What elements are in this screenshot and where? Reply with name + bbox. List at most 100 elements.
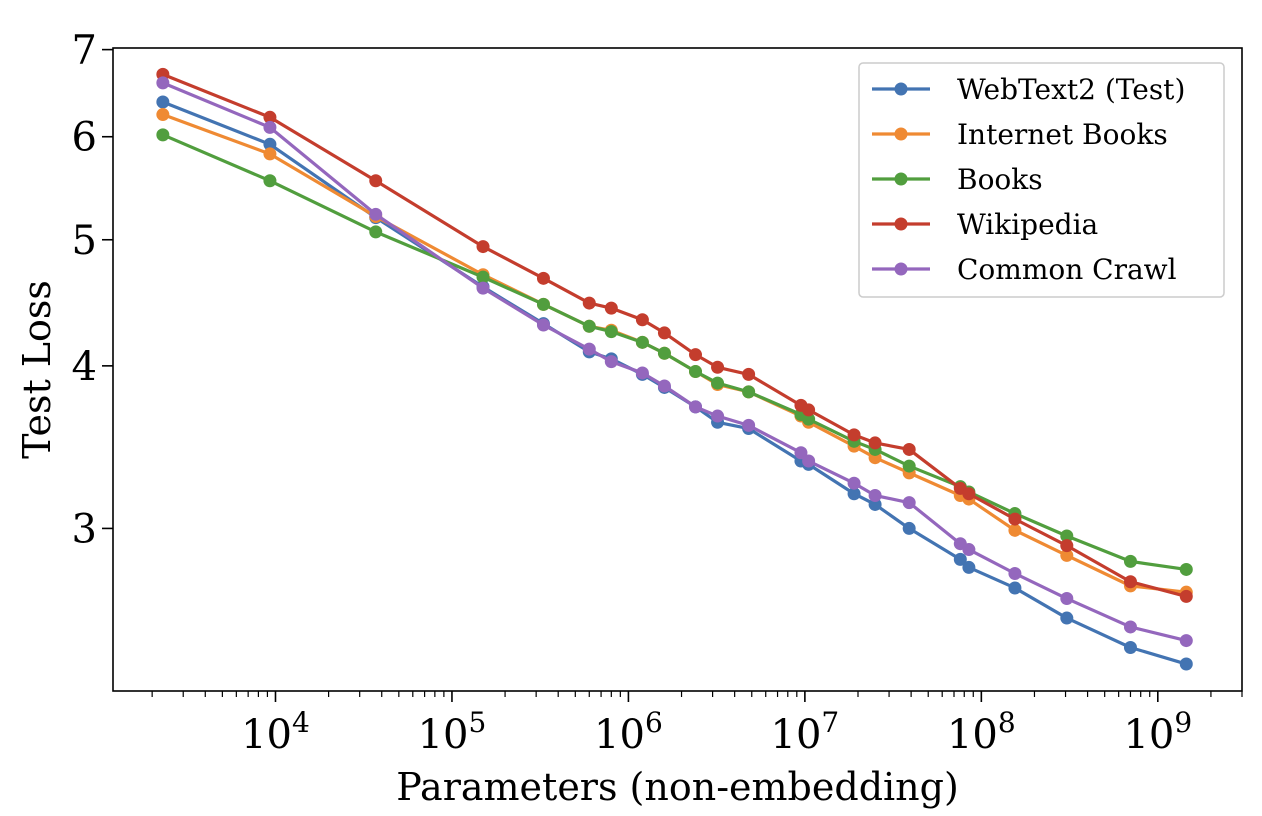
data-point <box>604 301 618 315</box>
data-point <box>1123 641 1137 655</box>
data-point <box>476 240 490 254</box>
data-point <box>635 335 649 349</box>
y-axis-label: Test Loss <box>15 280 59 459</box>
data-point <box>263 137 277 151</box>
data-point <box>847 428 861 442</box>
data-point <box>1060 539 1074 553</box>
legend-box <box>858 62 1225 298</box>
legend-label: Wikipedia <box>957 208 1098 241</box>
data-point <box>802 412 816 426</box>
x-tick-exponent: 8 <box>998 706 1016 739</box>
legend-swatch-marker <box>894 217 908 231</box>
data-point <box>582 342 596 356</box>
legend-swatch-marker <box>894 127 908 141</box>
x-tick-base: 10 <box>771 712 822 758</box>
y-tick-label: 7 <box>72 28 97 74</box>
data-point <box>263 110 277 124</box>
data-point <box>604 355 618 369</box>
data-point <box>868 436 882 450</box>
legend-swatch-marker <box>894 172 908 186</box>
data-point <box>794 446 808 460</box>
data-point <box>1179 657 1193 671</box>
data-point <box>1060 592 1074 606</box>
data-point <box>536 318 550 332</box>
series-common-crawl <box>156 76 1193 648</box>
data-point <box>847 476 861 490</box>
x-axis-label: Parameters (non-embedding) <box>396 765 959 809</box>
data-point <box>1008 512 1022 526</box>
plot-frame <box>112 47 1243 692</box>
data-point <box>802 403 816 417</box>
x-tick-base: 10 <box>1123 712 1174 758</box>
x-tick-base: 10 <box>594 712 645 758</box>
legend-label: WebText2 (Test) <box>957 73 1185 106</box>
data-point <box>868 497 882 511</box>
data-point <box>369 207 383 221</box>
data-point <box>1008 523 1022 537</box>
data-point <box>604 325 618 339</box>
x-tick-exponent: 7 <box>821 706 839 739</box>
x-tick-base: 10 <box>947 712 998 758</box>
data-point <box>953 552 967 566</box>
data-point <box>902 521 916 535</box>
data-point <box>742 367 756 381</box>
data-point <box>1008 567 1022 581</box>
x-tick-label: 109 <box>1123 706 1192 758</box>
data-point <box>582 296 596 310</box>
legend-label: Books <box>957 163 1043 196</box>
data-point <box>156 128 170 142</box>
x-tick-base: 10 <box>418 712 469 758</box>
x-tick-exponent: 5 <box>468 706 486 739</box>
data-point <box>1179 589 1193 603</box>
data-point <box>156 108 170 122</box>
data-point <box>902 459 916 473</box>
x-tick-base: 10 <box>241 712 292 758</box>
data-point <box>476 270 490 284</box>
x-tick-exponent: 4 <box>292 706 310 739</box>
data-point <box>1123 575 1137 589</box>
data-point <box>657 346 671 360</box>
data-point <box>657 326 671 340</box>
data-point <box>635 366 649 380</box>
y-tick-label: 5 <box>72 218 97 264</box>
data-point <box>263 120 277 134</box>
data-point <box>962 543 976 557</box>
x-tick-label: 104 <box>241 706 310 758</box>
data-point <box>369 225 383 239</box>
x-tick-label: 107 <box>771 706 840 758</box>
data-point <box>476 281 490 295</box>
legend-item: Common Crawl <box>872 253 1177 286</box>
data-point <box>635 313 649 327</box>
data-point <box>902 496 916 510</box>
data-point <box>868 488 882 502</box>
legend-item: Books <box>872 163 1043 196</box>
legend-item: Internet Books <box>872 118 1168 151</box>
x-tick-label: 108 <box>947 706 1016 758</box>
data-point <box>902 442 916 456</box>
y-tick-label: 4 <box>72 344 97 390</box>
data-point <box>742 385 756 399</box>
legend: WebText2 (Test) Internet Books Books Wikipe… <box>858 62 1225 298</box>
legend-item: Wikipedia <box>872 208 1098 241</box>
data-point <box>1060 611 1074 625</box>
data-point <box>1060 529 1074 543</box>
data-point <box>369 174 383 188</box>
data-point <box>689 348 703 362</box>
x-tick-exponent: 9 <box>1174 706 1192 739</box>
legend-swatch-marker <box>894 262 908 276</box>
data-point <box>1123 620 1137 634</box>
x-tick-exponent: 6 <box>645 706 663 739</box>
data-point <box>711 376 725 390</box>
data-point <box>536 271 550 285</box>
data-point <box>689 365 703 379</box>
data-point <box>1179 634 1193 648</box>
data-point <box>1123 554 1137 568</box>
data-point <box>536 297 550 311</box>
data-point <box>742 418 756 432</box>
x-tick-label: 106 <box>594 706 663 758</box>
data-point <box>156 76 170 90</box>
data-point <box>263 174 277 188</box>
legend-label: Internet Books <box>957 118 1168 151</box>
